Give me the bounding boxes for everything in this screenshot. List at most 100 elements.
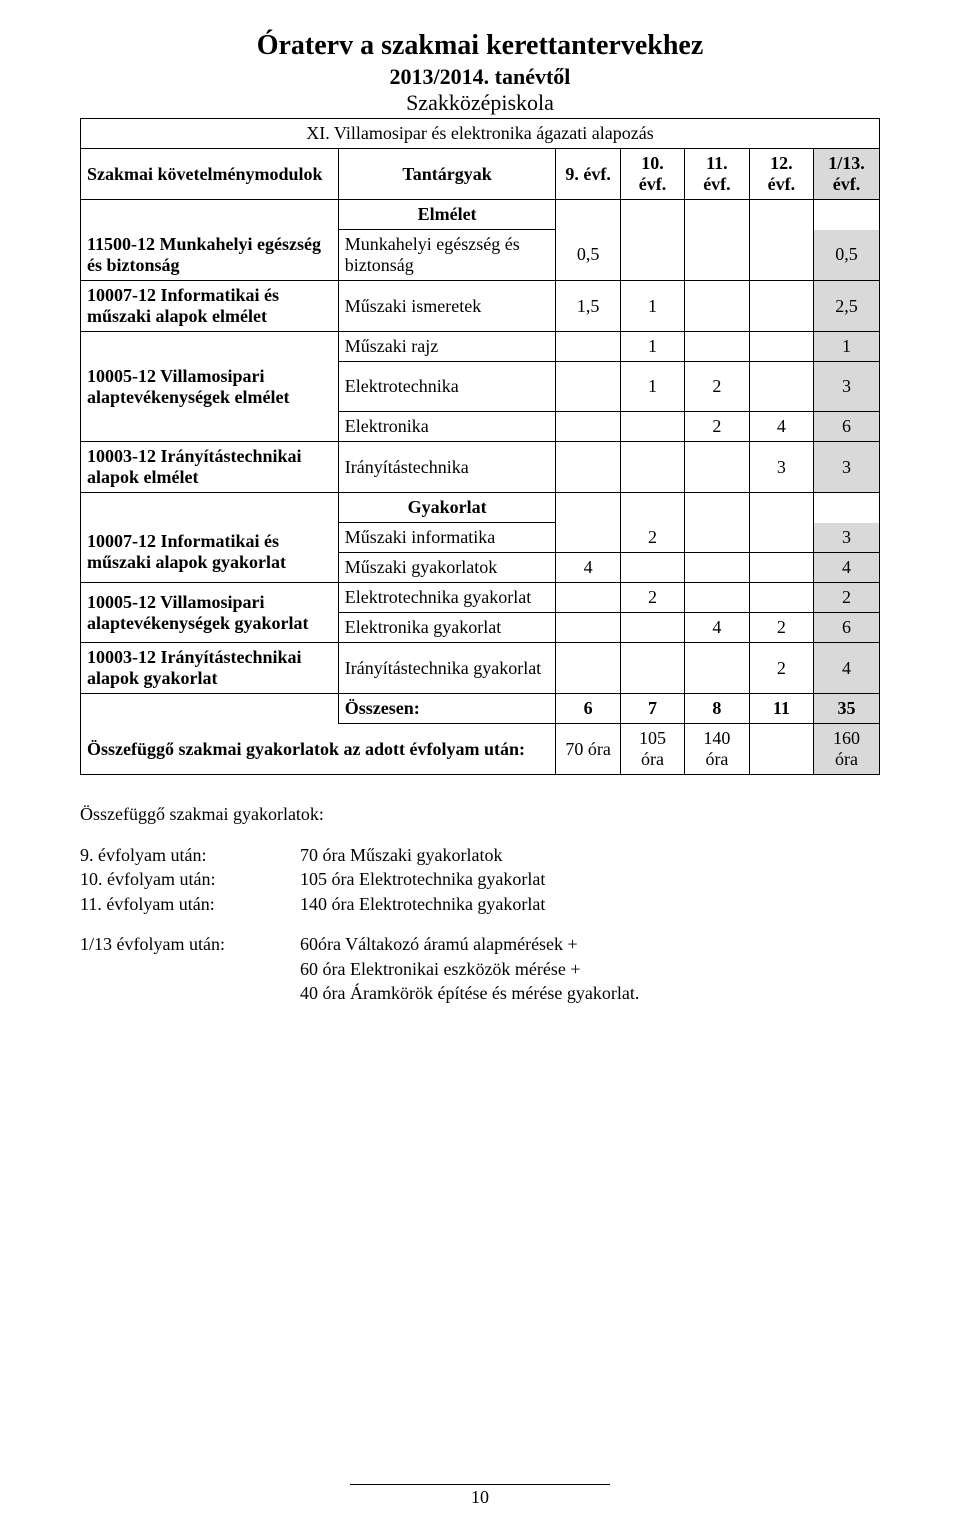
value-cell: 0,5 bbox=[814, 230, 880, 281]
after-label: 1/13 évfolyam után: bbox=[80, 933, 280, 956]
subject-cell: Műszaki informatika bbox=[338, 523, 556, 553]
theory-section-row: Elmélet bbox=[81, 200, 880, 230]
empty-cell bbox=[81, 412, 339, 442]
contig-v11: 140 óra bbox=[685, 724, 749, 775]
empty-cell bbox=[556, 200, 620, 230]
value-cell bbox=[620, 613, 684, 643]
empty-cell bbox=[685, 200, 749, 230]
branch-cell: XI. Villamosipar és elektronika ágazati … bbox=[81, 119, 880, 149]
subject-cell: Elektronika gyakorlat bbox=[338, 613, 556, 643]
value-cell bbox=[620, 412, 684, 442]
value-cell bbox=[556, 332, 620, 362]
module-cell: 10005-12 Villamosipari alaptevékenységek… bbox=[81, 362, 339, 412]
table-row: Műszaki rajz 1 1 bbox=[81, 332, 880, 362]
value-cell: 2,5 bbox=[814, 281, 880, 332]
empty-cell bbox=[749, 200, 813, 230]
subject-cell: Műszaki ismeretek bbox=[338, 281, 556, 332]
value-cell: 6 bbox=[814, 613, 880, 643]
value-cell bbox=[749, 553, 813, 583]
after-label: 9. évfolyam után: bbox=[80, 844, 280, 867]
module-cell: 10007-12 Informatikai és műszaki alapok … bbox=[81, 281, 339, 332]
subject-cell: Elektrotechnika bbox=[338, 362, 556, 412]
value-cell bbox=[620, 553, 684, 583]
value-cell bbox=[556, 583, 620, 613]
value-cell bbox=[685, 281, 749, 332]
theory-heading: Elmélet bbox=[338, 200, 556, 230]
value-cell bbox=[685, 332, 749, 362]
subject-cell: Munkahelyi egészség és biztonság bbox=[338, 230, 556, 281]
table-row: 10005-12 Villamosipari alaptevékenységek… bbox=[81, 583, 880, 613]
module-cell: 10007-12 Informatikai és műszaki alapok … bbox=[81, 523, 339, 583]
totals-label: Összesen: bbox=[338, 694, 556, 724]
value-cell bbox=[556, 442, 620, 493]
value-cell: 2 bbox=[685, 362, 749, 412]
module-cell: 10003-12 Irányítástechnikai alapok gyako… bbox=[81, 643, 339, 694]
empty-cell bbox=[81, 200, 339, 230]
value-cell bbox=[556, 613, 620, 643]
empty-cell bbox=[620, 200, 684, 230]
module-cell: 11500-12 Munkahelyi egészség és biztonsá… bbox=[81, 230, 339, 281]
after-value: 70 óra Műszaki gyakorlatok bbox=[300, 844, 880, 867]
table-row: 11500-12 Munkahelyi egészség és biztonsá… bbox=[81, 230, 880, 281]
value-cell: 4 bbox=[556, 553, 620, 583]
empty-cell bbox=[749, 493, 813, 523]
after-value: 60óra Váltakozó áramú alapmérések + bbox=[300, 933, 880, 956]
contig-v12 bbox=[749, 724, 813, 775]
value-cell: 2 bbox=[685, 412, 749, 442]
value-cell bbox=[685, 553, 749, 583]
curriculum-table: XI. Villamosipar és elektronika ágazati … bbox=[80, 118, 880, 775]
after-list-1: 9. évfolyam után: 70 óra Műszaki gyakorl… bbox=[80, 844, 880, 916]
value-cell: 1 bbox=[620, 362, 684, 412]
totals-v10: 7 bbox=[620, 694, 684, 724]
table-row: 10007-12 Informatikai és műszaki alapok … bbox=[81, 523, 880, 553]
value-cell bbox=[685, 523, 749, 553]
value-cell: 2 bbox=[814, 583, 880, 613]
value-cell bbox=[749, 332, 813, 362]
subject-cell: Elektrotechnika gyakorlat bbox=[338, 583, 556, 613]
after-label bbox=[80, 958, 280, 981]
branch-row: XI. Villamosipar és elektronika ágazati … bbox=[81, 119, 880, 149]
value-cell bbox=[749, 230, 813, 281]
empty-cell bbox=[685, 493, 749, 523]
value-cell bbox=[556, 412, 620, 442]
value-cell bbox=[749, 362, 813, 412]
practice-section-row: Gyakorlat bbox=[81, 493, 880, 523]
totals-v12: 11 bbox=[749, 694, 813, 724]
value-cell: 4 bbox=[814, 643, 880, 694]
value-cell bbox=[685, 230, 749, 281]
value-cell bbox=[749, 523, 813, 553]
after-label bbox=[80, 982, 280, 1005]
value-cell: 4 bbox=[749, 412, 813, 442]
contig-v9: 70 óra bbox=[556, 724, 620, 775]
value-cell bbox=[556, 362, 620, 412]
value-cell bbox=[749, 583, 813, 613]
value-cell: 6 bbox=[814, 412, 880, 442]
practice-heading: Gyakorlat bbox=[338, 493, 556, 523]
table-row: 10003-12 Irányítástechnikai alapok elmél… bbox=[81, 442, 880, 493]
value-cell: 3 bbox=[814, 523, 880, 553]
contig-v10: 105 óra bbox=[620, 724, 684, 775]
value-cell: 1 bbox=[814, 332, 880, 362]
empty-cell bbox=[81, 493, 339, 523]
value-cell: 2 bbox=[620, 583, 684, 613]
totals-v13: 35 bbox=[814, 694, 880, 724]
after-title: Összefüggő szakmai gyakorlatok: bbox=[80, 803, 880, 826]
table-row: 10003-12 Irányítástechnikai alapok gyako… bbox=[81, 643, 880, 694]
empty-cell bbox=[814, 200, 880, 230]
value-cell: 2 bbox=[749, 643, 813, 694]
header-row: Szakmai követelménymodulok Tantárgyak 9.… bbox=[81, 149, 880, 200]
value-cell bbox=[556, 523, 620, 553]
value-cell: 1,5 bbox=[556, 281, 620, 332]
after-value: 140 óra Elektrotechnika gyakorlat bbox=[300, 893, 880, 916]
page-title: Óraterv a szakmai kerettantervekhez bbox=[80, 30, 880, 62]
module-cell: 10003-12 Irányítástechnikai alapok elmél… bbox=[81, 442, 339, 493]
totals-v11: 8 bbox=[685, 694, 749, 724]
value-cell: 4 bbox=[814, 553, 880, 583]
col-y10: 10. évf. bbox=[620, 149, 684, 200]
totals-v9: 6 bbox=[556, 694, 620, 724]
empty-cell bbox=[620, 493, 684, 523]
page: Óraterv a szakmai kerettantervekhez 2013… bbox=[0, 0, 960, 1538]
after-value: 60 óra Elektronikai eszközök mérése + bbox=[300, 958, 880, 981]
contig-label: Összefüggő szakmai gyakorlatok az adott … bbox=[81, 724, 556, 775]
value-cell: 3 bbox=[749, 442, 813, 493]
